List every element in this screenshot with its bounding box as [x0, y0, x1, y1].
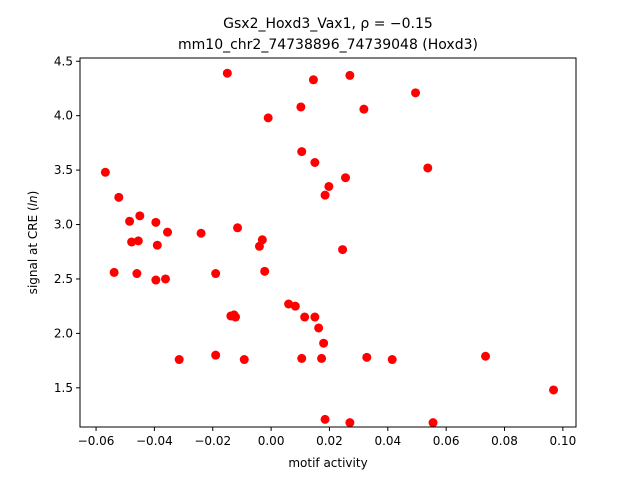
y-axis-label: signal at CRE (ln)	[26, 191, 40, 295]
data-point	[132, 269, 142, 279]
data-point	[109, 267, 119, 277]
data-point	[324, 181, 334, 191]
data-point	[341, 173, 351, 183]
data-point	[211, 350, 221, 360]
data-point	[211, 269, 221, 279]
data-point	[300, 312, 310, 322]
data-point	[549, 385, 559, 395]
data-point	[319, 338, 329, 348]
plot-frame	[79, 57, 577, 428]
data-point	[359, 104, 369, 114]
chart-title-line2: mm10_chr2_74738896_74739048 (Hoxd3)	[178, 37, 478, 53]
y-tick-label: 3.5	[54, 163, 73, 177]
data-point	[231, 312, 241, 322]
data-point	[151, 217, 161, 227]
x-tick-label: −0.02	[194, 434, 231, 448]
x-axis-ticks: −0.06 −0.04 −0.02 0.00 0.02 0.04 0.06 0.08 0.10	[78, 427, 577, 448]
data-point	[296, 102, 306, 112]
data-point	[314, 323, 324, 333]
x-axis-label: motif activity	[288, 456, 367, 470]
data-point	[127, 237, 137, 247]
data-point	[423, 163, 433, 173]
y-tick-label: 2.0	[54, 326, 73, 340]
data-point	[297, 353, 307, 363]
y-tick-label: 4.0	[54, 109, 73, 123]
data-point	[320, 414, 330, 424]
data-point	[233, 223, 243, 233]
data-point	[260, 266, 270, 276]
data-point	[135, 211, 145, 221]
y-tick-label: 3.0	[54, 218, 73, 232]
x-tick-label: 0.06	[433, 434, 460, 448]
data-point	[196, 228, 206, 238]
data-point	[290, 301, 300, 311]
data-point	[411, 88, 421, 98]
data-point	[174, 355, 184, 365]
data-point	[317, 353, 327, 363]
x-tick-label: −0.06	[78, 434, 115, 448]
data-point	[100, 167, 110, 177]
data-point	[308, 75, 318, 85]
data-point	[481, 351, 491, 361]
data-point	[152, 240, 162, 250]
x-tick-label: 0.04	[374, 434, 401, 448]
x-tick-label: 0.00	[258, 434, 285, 448]
data-point	[338, 245, 348, 255]
data-point	[151, 275, 161, 285]
data-point	[160, 274, 170, 284]
data-point	[362, 352, 372, 362]
data-point	[263, 113, 273, 123]
data-point	[345, 70, 355, 80]
data-point	[310, 312, 320, 322]
data-point	[133, 236, 143, 246]
data-point	[297, 147, 307, 157]
x-tick-label: 0.02	[316, 434, 343, 448]
data-point	[257, 235, 267, 245]
data-point	[387, 355, 397, 365]
data-point	[222, 68, 232, 78]
x-tick-label: −0.04	[136, 434, 173, 448]
data-point	[320, 190, 330, 200]
data-point	[125, 216, 135, 226]
y-tick-label: 4.5	[54, 54, 73, 68]
x-tick-label: 0.10	[550, 434, 577, 448]
data-point	[428, 418, 438, 428]
chart-title-line1: Gsx2_Hoxd3_Vax1, ρ = −0.15	[223, 16, 433, 32]
x-tick-label: 0.08	[491, 434, 518, 448]
data-point	[345, 418, 355, 428]
data-point	[310, 158, 320, 167]
data-points	[100, 68, 559, 428]
data-point	[114, 192, 124, 202]
data-point	[163, 227, 173, 237]
y-tick-label: 1.5	[54, 381, 73, 395]
y-axis-ticks: 1.5 2.0 2.5 3.0 3.5 4.0 4.5	[54, 54, 80, 395]
data-point	[239, 355, 249, 365]
y-tick-label: 2.5	[54, 272, 73, 286]
